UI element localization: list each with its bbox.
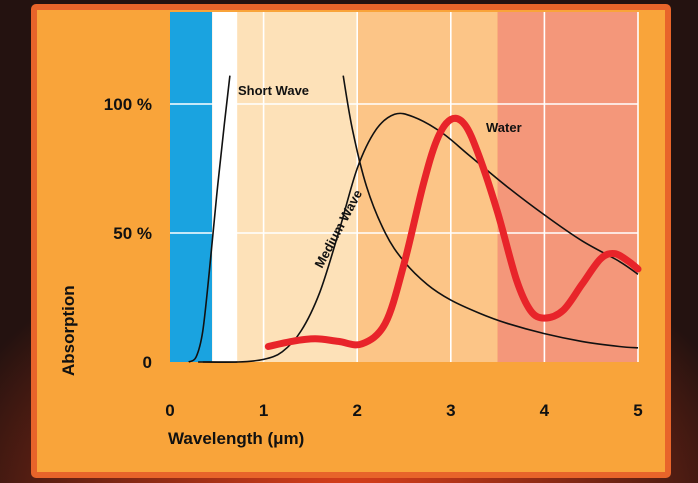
x-tick-label: 1	[259, 401, 268, 420]
x-tick-label: 5	[633, 401, 642, 420]
y-axis-title: Absorption	[59, 285, 78, 376]
x-axis-title: Wavelength (μm)	[168, 429, 304, 448]
spectrum-band	[170, 12, 213, 362]
y-tick-labels: 0 50 % 100 %	[104, 95, 152, 372]
short-wave-curve-rise	[188, 75, 231, 363]
water-label: Water	[486, 120, 522, 135]
x-tick-label: 0	[165, 401, 174, 420]
y-tick-label: 100 %	[104, 95, 152, 114]
x-tick-label: 3	[446, 401, 455, 420]
y-tick-label: 0	[143, 353, 152, 372]
y-tick-label: 50 %	[113, 224, 152, 243]
short-wave-curve-tail	[342, 75, 639, 349]
spectrum-bands	[170, 12, 638, 362]
x-tick-label: 4	[540, 401, 550, 420]
water-curve	[264, 114, 642, 350]
short-wave-label: Short Wave	[238, 83, 309, 98]
spectrum-band	[212, 12, 238, 362]
x-tick-labels: 0 1 2 3 4 5	[165, 401, 642, 420]
curves	[188, 75, 642, 363]
medium-wave-curve	[202, 112, 639, 363]
spectrum-band	[357, 12, 498, 362]
spectrum-band	[237, 12, 358, 362]
x-tick-label: 2	[352, 401, 361, 420]
grid	[170, 12, 639, 362]
